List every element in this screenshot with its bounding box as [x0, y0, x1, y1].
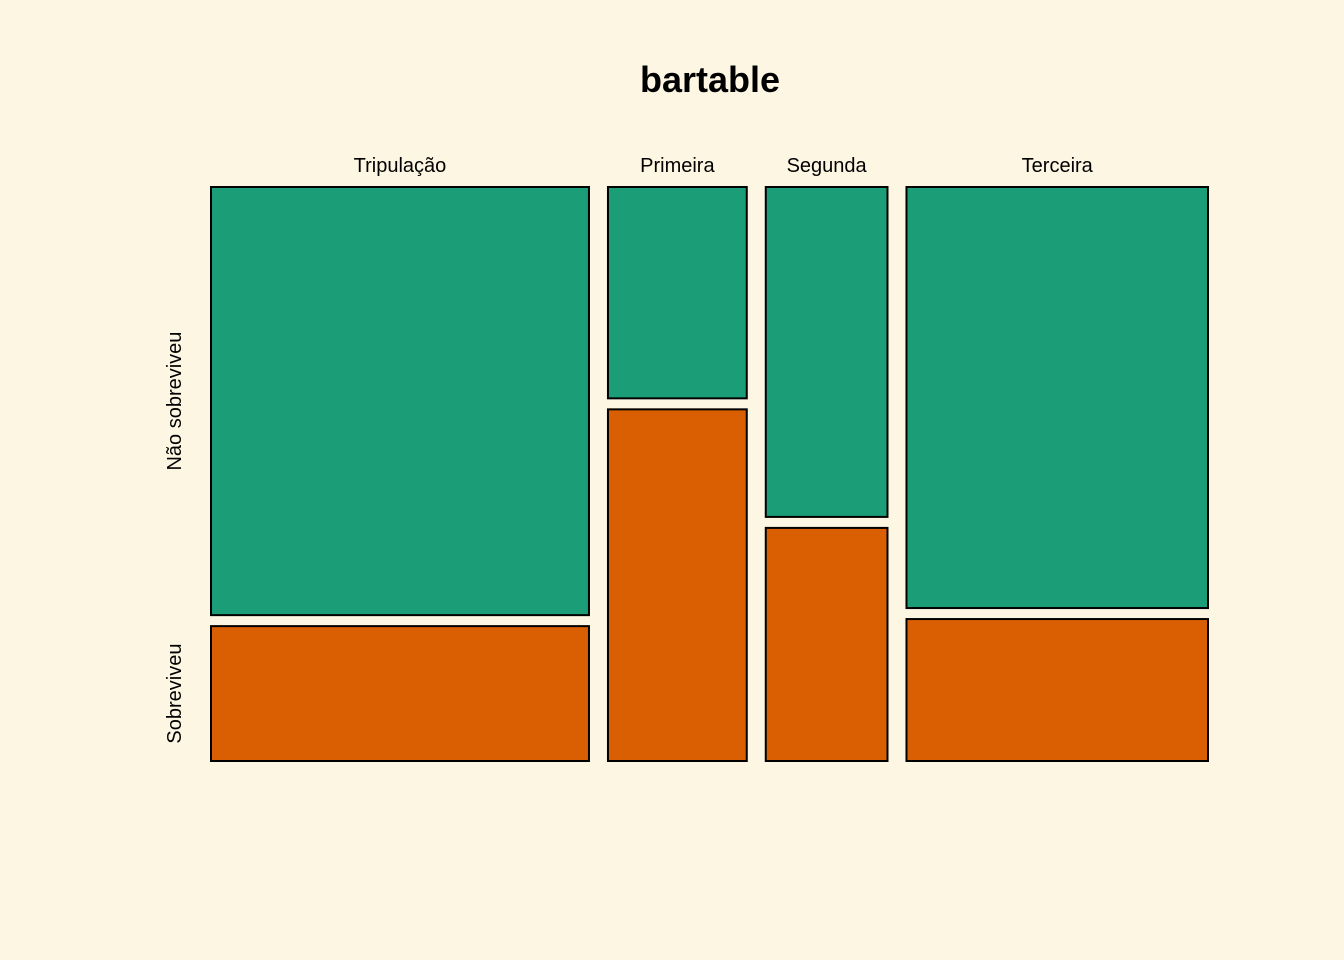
row-label-sobreviveu: Sobreviveu: [164, 644, 186, 744]
column-label-tripulacao: Tripulação: [354, 155, 447, 177]
tile-terceira-sobreviveu: [905, 618, 1209, 762]
tile-primeira-sobreviveu: [606, 408, 748, 762]
column-label-segunda: Segunda: [787, 155, 868, 177]
tile-tripulacao-sobreviveu: [210, 625, 590, 762]
column-label-primeira: Primeira: [640, 155, 715, 177]
tile-segunda-sobreviveu: [764, 526, 889, 763]
tile-segunda-nao-sobreviveu: [764, 186, 889, 518]
tile-tripulacao-nao-sobreviveu: [210, 186, 590, 617]
column-label-terceira: Terceira: [1022, 155, 1094, 177]
mosaic-tiles: [210, 186, 1209, 763]
column-labels: Tripulação Primeira Segunda Terceira: [354, 155, 1094, 177]
tile-primeira-nao-sobreviveu: [606, 186, 748, 400]
row-label-nao-sobreviveu: Não sobreviveu: [164, 332, 186, 471]
tile-terceira-nao-sobreviveu: [905, 186, 1209, 610]
chart-title: bartable: [640, 59, 780, 100]
row-labels: Não sobreviveu Sobreviveu: [164, 332, 186, 744]
